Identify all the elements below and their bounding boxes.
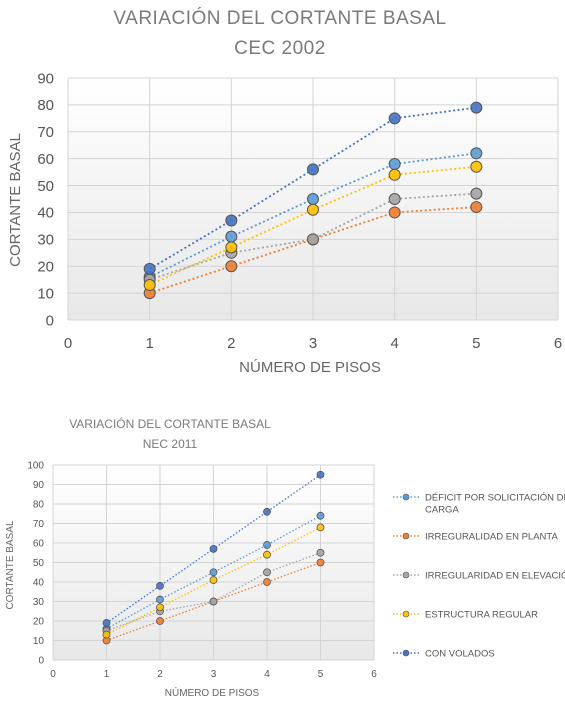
x-tick-label: 6 — [371, 669, 377, 680]
legend-marker — [402, 571, 410, 579]
data-point — [225, 260, 238, 273]
y-tick-label: 100 — [27, 461, 44, 472]
y-tick-label: 10 — [33, 636, 45, 647]
x-tick-label: 5 — [318, 669, 324, 680]
data-point — [307, 233, 319, 246]
data-point — [470, 187, 483, 200]
data-point — [102, 630, 111, 639]
y-tick-label: 60 — [33, 539, 45, 550]
data-point — [470, 201, 483, 214]
chart-title: VARIACIÓN DEL CORTANTE BASAL — [113, 7, 446, 29]
data-point — [307, 203, 319, 216]
legend-marker — [402, 493, 410, 501]
y-tick-label: 10 — [37, 285, 54, 302]
x-axis-label: NÚMERO DE PISOS — [239, 359, 381, 376]
y-tick-label: 90 — [37, 70, 54, 87]
data-point — [470, 101, 483, 114]
data-point — [209, 576, 218, 584]
y-tick-label: 0 — [38, 656, 44, 667]
data-point — [156, 603, 164, 612]
data-point — [388, 112, 401, 125]
chart-cec-2002: VARIACIÓN DEL CORTANTE BASAL CEC 2002 NÚ… — [7, 7, 562, 376]
data-point — [156, 582, 164, 590]
legend-marker — [402, 610, 410, 618]
x-tick-label: 2 — [157, 669, 163, 680]
y-tick-label: 40 — [33, 578, 45, 589]
data-point — [263, 541, 271, 549]
legend-label: CON VOLADOS — [425, 649, 495, 660]
y-tick-label: 0 — [46, 312, 54, 329]
y-tick-label: 20 — [33, 617, 45, 628]
y-tick-label: 30 — [33, 597, 45, 608]
y-axis-label: CORTANTE BASAL — [7, 133, 24, 267]
data-point — [156, 595, 164, 604]
series-line-2 — [106, 561, 321, 642]
y-tick-label: 40 — [37, 205, 54, 222]
data-point — [209, 597, 218, 606]
chart-nec-2011: VARIACIÓN DEL CORTANTE BASAL NEC 2011 NÚ… — [5, 416, 565, 699]
legend-label: IRREGURALIDAD EN PLANTA — [425, 532, 559, 543]
x-tick-label: 5 — [472, 335, 480, 352]
y-tick-label: 90 — [33, 480, 45, 491]
data-point — [307, 193, 319, 205]
x-tick-label: 3 — [211, 669, 217, 680]
x-axis-label: NÚMERO DE PISOS — [165, 686, 260, 699]
y-tick-label: 20 — [37, 258, 54, 275]
data-point — [388, 193, 401, 205]
y-tick-label: 70 — [37, 124, 54, 141]
legend-label: IRREGULARIDAD EN ELEVACIÓN — [425, 571, 565, 582]
y-tick-label: 80 — [37, 97, 54, 114]
x-tick-label: 3 — [309, 335, 317, 352]
data-point — [263, 550, 271, 559]
series-line-4 — [149, 165, 477, 286]
x-tick-label: 2 — [227, 335, 235, 352]
data-point — [316, 558, 325, 567]
legend-label: DÉFICIT POR SOLICITACIÓN DE CARGA — [425, 493, 565, 516]
data-point — [316, 470, 325, 479]
chart-subtitle: NEC 2011 — [143, 437, 198, 451]
data-point — [263, 507, 271, 516]
chart-title: VARIACIÓN DEL CORTANTE BASAL — [69, 416, 271, 431]
data-point — [156, 617, 164, 625]
data-point — [316, 548, 325, 557]
legend-label: ESTRUCTURA REGULAR — [425, 610, 538, 621]
data-point — [388, 168, 401, 181]
x-tick-label: 1 — [145, 335, 153, 352]
x-tick-label: 6 — [554, 335, 562, 352]
y-axis-label: CORTANTE BASAL — [5, 520, 16, 610]
data-point — [209, 544, 218, 553]
x-tick-label: 0 — [50, 669, 56, 680]
x-tick-label: 4 — [390, 335, 398, 352]
y-tick-label: 70 — [33, 519, 45, 530]
data-point — [225, 241, 238, 254]
y-tick-label: 30 — [37, 232, 54, 249]
data-point — [470, 160, 483, 173]
legend-marker — [402, 532, 410, 540]
data-point — [470, 147, 483, 160]
data-point — [225, 214, 238, 227]
y-tick-label: 60 — [37, 151, 54, 168]
data-point — [388, 206, 401, 219]
data-point — [225, 230, 238, 243]
x-tick-label: 1 — [104, 669, 110, 680]
series-line-5 — [149, 106, 477, 270]
y-tick-label: 50 — [37, 178, 54, 195]
data-point — [263, 578, 271, 586]
data-point — [143, 262, 156, 275]
data-point — [209, 568, 218, 577]
data-point — [307, 163, 319, 176]
data-point — [143, 279, 156, 292]
data-point — [316, 523, 325, 532]
y-tick-label: 50 — [33, 558, 45, 569]
legend-marker — [402, 649, 410, 657]
data-point — [316, 511, 325, 520]
x-tick-label: 4 — [264, 669, 270, 680]
y-tick-label: 80 — [33, 500, 45, 511]
data-point — [102, 619, 111, 627]
chart-subtitle: CEC 2002 — [234, 38, 326, 59]
data-point — [388, 158, 401, 171]
x-tick-label: 0 — [64, 335, 72, 352]
data-point — [263, 568, 271, 577]
